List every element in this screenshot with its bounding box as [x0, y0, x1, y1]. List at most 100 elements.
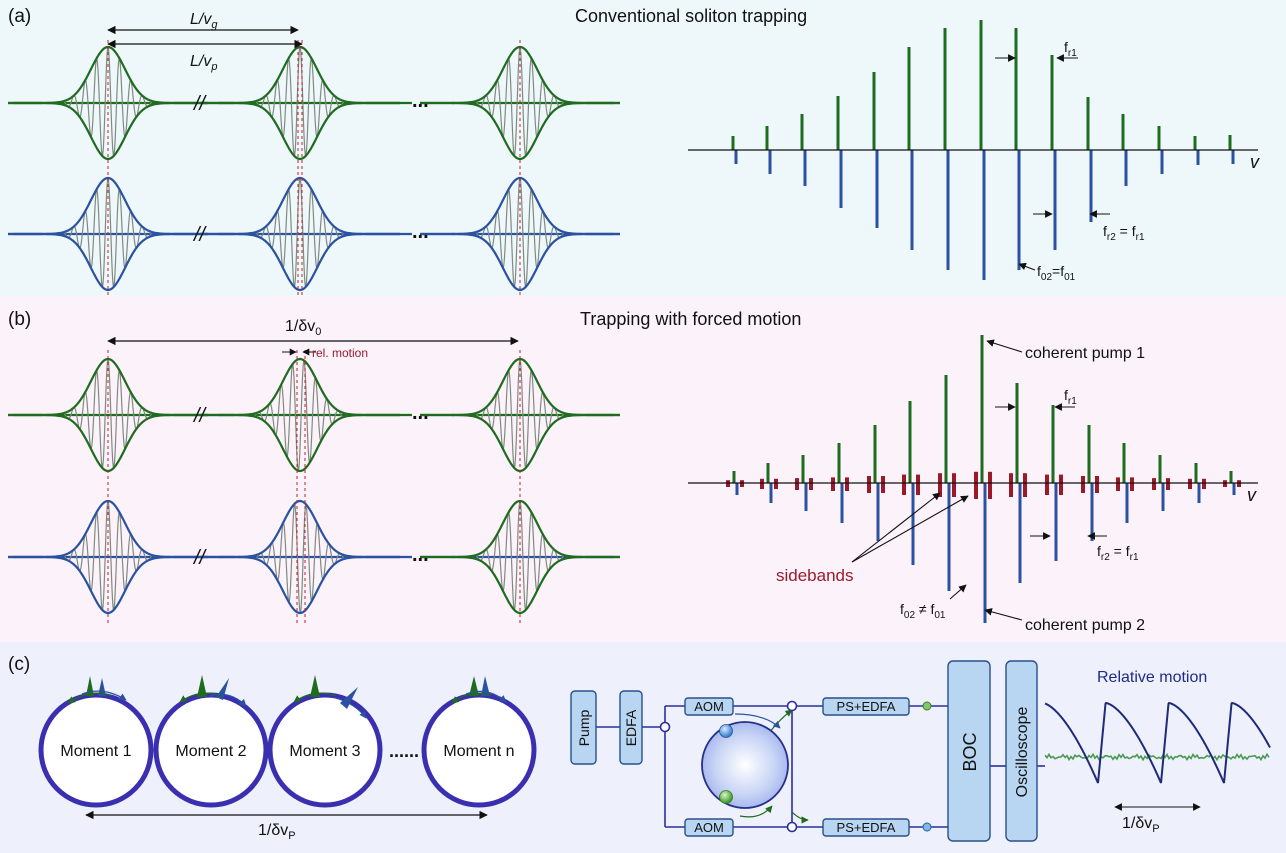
moment-ring-1: Moment 1 [38, 676, 154, 808]
row-b-blue-pulse-2 [200, 499, 400, 615]
panel-a-label: (a) [8, 6, 31, 27]
row-a-blue-pulse-2-envelope-bottom [200, 232, 400, 292]
row-b-green-ellipsis: ... [412, 402, 429, 424]
moments-ellipsis: ...... [389, 741, 419, 761]
sidebands-label: sidebands [776, 566, 854, 585]
sideband-left-2 [760, 478, 764, 489]
svg-text:PS+EDFA: PS+EDFA [837, 820, 896, 835]
group-delay-label: L/vg [190, 11, 218, 31]
sidebands-pointer-1 [851, 492, 941, 563]
row-a-blue-pulse-3-envelope-bottom [420, 232, 620, 292]
boc-box: BOC [947, 660, 991, 842]
moment-3-label: Moment 3 [289, 743, 360, 760]
pump2-label: coherent pump 2 [1025, 617, 1145, 634]
fr2-label-a: fr2 = fr1 [1103, 223, 1145, 243]
coupler-node-bottom [786, 821, 798, 833]
sideband-right-9 [1023, 473, 1027, 497]
row-a-green-pulse-2-envelope-bottom [200, 101, 400, 161]
sideband-left-6 [902, 474, 906, 495]
sideband-left-4 [831, 477, 835, 491]
sideband-left-14 [1188, 478, 1192, 489]
f0-arrow-b [949, 584, 967, 600]
svg-text:Oscilloscope: Oscilloscope [1014, 707, 1031, 798]
row-a-green-pulse-1-envelope-bottom [8, 101, 208, 161]
sideband-left-10 [1045, 474, 1049, 495]
splitter-node [659, 721, 671, 733]
trace-period-label: 1/δvP [1122, 815, 1160, 835]
spectrum-a-axis-label: v [1250, 152, 1260, 172]
sideband-left-13 [1152, 478, 1156, 490]
sideband-right-14 [1202, 478, 1206, 489]
row-b-green-pulse-2 [200, 357, 400, 473]
row-b-blue-ellipsis: ... [412, 544, 429, 566]
sideband-right-5 [881, 476, 885, 493]
fr1-label-a: fr1 [1064, 39, 1077, 59]
row-a-green-ellipsis: ... [412, 90, 429, 112]
relative-motion-trace [1044, 701, 1271, 784]
sideband-left-12 [1116, 477, 1120, 491]
row-b-blue-break-mark: // [192, 547, 208, 569]
sidebands-pointer-2 [851, 495, 969, 563]
ps-edfa-box-bottom: PS+EDFA [822, 818, 910, 837]
panel-b-background [0, 296, 1286, 642]
sideband-right-10 [1059, 474, 1063, 495]
soliton-blue-ball [719, 724, 733, 738]
pump1-label: coherent pump 1 [1025, 345, 1145, 362]
aom-box-bottom: AOM [684, 818, 734, 837]
trace-baseline-noise [1044, 752, 1270, 762]
panel-b-pulse-trains: //... //... [8, 350, 620, 624]
svg-text:AOM: AOM [694, 820, 724, 835]
coupler-node-top [786, 700, 798, 712]
aom-box-top: AOM [684, 697, 734, 716]
trace-title: Relative motion [1097, 669, 1207, 686]
panel-a-title: Conventional soliton trapping [575, 6, 807, 26]
sideband-right-12 [1130, 477, 1134, 491]
panel-b-title: Trapping with forced motion [580, 309, 801, 329]
row-b-blue-pulse-2-envelope-bottom [200, 555, 400, 615]
sideband-right-3 [809, 478, 813, 490]
sideband-right-8 [988, 471, 992, 499]
ps-edfa-box-top: PS+EDFA [822, 697, 910, 716]
pump1-pointer [986, 339, 1023, 353]
row-a-blue-ellipsis: ... [412, 221, 429, 243]
sideband-left-9 [1009, 473, 1013, 497]
row-b-blue-pulse-1-envelope-bottom [8, 555, 208, 615]
sideband-left-11 [1081, 476, 1085, 493]
f0-label-b: f02 ≠ f01 [900, 601, 946, 621]
microresonator [701, 713, 789, 818]
sideband-right-7 [952, 473, 956, 497]
period-label-c: 1/δvP [258, 822, 296, 842]
phase-delay-label: L/vp [190, 53, 217, 73]
row-b-green-pulse-2-envelope-bottom [200, 413, 400, 473]
sideband-right-11 [1095, 476, 1099, 493]
row-a-blue-pulse-1-envelope-bottom [8, 232, 208, 292]
svg-text:BOC: BOC [960, 732, 980, 771]
coupling-arrow-bottom [791, 811, 809, 824]
sideband-right-6 [916, 474, 920, 495]
moment-n-label: Moment n [443, 743, 514, 760]
spectrum-a [731, 20, 1235, 280]
rel-motion-label: rel. motion [312, 346, 368, 360]
fr1-label-b: fr1 [1064, 387, 1077, 407]
panel-a-background [0, 0, 1286, 296]
period-label-b: 1/δv0 [285, 318, 321, 338]
sideband-right-13 [1166, 478, 1170, 490]
svg-text:AOM: AOM [694, 699, 724, 714]
f0-arrow-a [1018, 262, 1036, 271]
svg-text:PS+EDFA: PS+EDFA [837, 699, 896, 714]
panel-c-label: (c) [8, 654, 30, 675]
moment-ring-n: Moment n [421, 676, 537, 808]
output-dot-blue [922, 822, 932, 832]
sideband-left-8 [974, 471, 978, 499]
svg-text:Pump: Pump [576, 710, 592, 747]
sideband-left-7 [938, 473, 942, 497]
row-a-green-break-mark: // [192, 93, 208, 115]
trace-sawtooth [1044, 701, 1271, 784]
f0-label-a: f02=f01 [1037, 263, 1076, 283]
row-b-blue-pulse-3-envelope-bottom [420, 555, 620, 615]
sideband-left-5 [867, 476, 871, 493]
row-a-blue-pulse-2 [200, 176, 400, 292]
moment-2-label: Moment 2 [175, 743, 246, 760]
spectrum-b [726, 335, 1241, 623]
fr2-label-b: fr2 = fr1 [1097, 543, 1139, 563]
